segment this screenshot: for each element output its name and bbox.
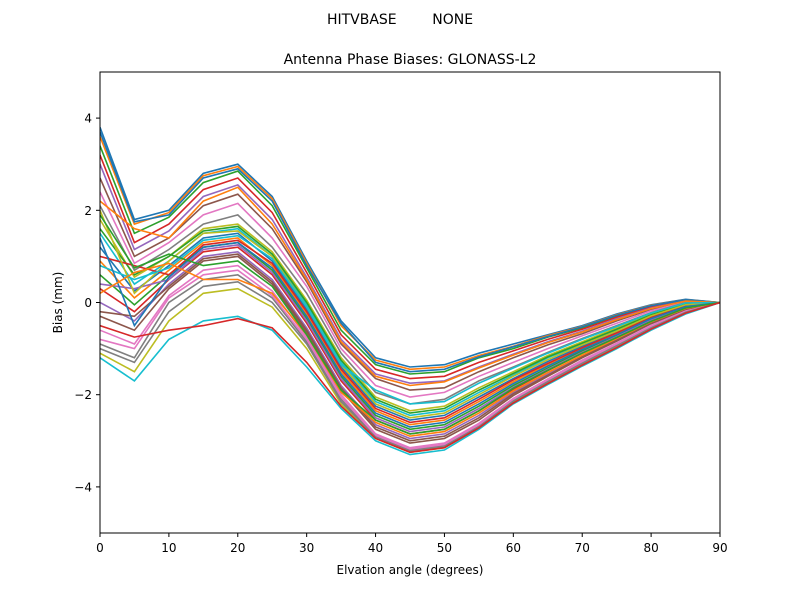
x-tick-label-3: 30 [299, 541, 314, 555]
y-axis-label: Bias (mm) [51, 272, 65, 334]
series-line-27 [100, 280, 720, 452]
series-line-10 [100, 232, 720, 421]
y-tick-label-1: −2 [74, 388, 92, 402]
y-tick-label-2: 0 [84, 296, 92, 310]
series-line-21 [100, 186, 720, 387]
x-tick-label-9: 90 [712, 541, 727, 555]
x-axis-ticks: 0 10 20 30 40 50 60 70 80 90 [96, 533, 728, 555]
series-line-11 [100, 237, 720, 426]
y-tick-label-4: 4 [84, 112, 92, 126]
series-line-15 [100, 255, 720, 444]
series-line-16 [100, 264, 720, 449]
series-line-24 [100, 244, 720, 433]
chart-title: Antenna Phase Biases: GLONASS-L2 [284, 52, 537, 68]
series-line-30 [100, 237, 720, 428]
figure-suptitle: HITVBASE NONE [327, 12, 473, 28]
series-line-29 [100, 234, 720, 405]
series-line-6 [100, 191, 720, 398]
series-line-4 [100, 163, 720, 385]
x-tick-label-6: 60 [506, 541, 521, 555]
series-line-0 [100, 127, 720, 368]
series-line-22 [100, 225, 720, 414]
series-line-3 [100, 154, 720, 380]
x-tick-label-5: 50 [437, 541, 452, 555]
series-line-5 [100, 177, 720, 391]
series-line-25 [100, 253, 720, 442]
x-tick-label-0: 0 [96, 541, 104, 555]
series-line-20 [100, 131, 720, 373]
x-tick-label-1: 10 [161, 541, 176, 555]
series-line-31 [100, 262, 720, 438]
x-tick-label-7: 70 [575, 541, 590, 555]
series-line-2 [100, 145, 720, 375]
series-line-33 [100, 301, 720, 454]
x-tick-label-8: 80 [643, 541, 658, 555]
series-line-26 [100, 269, 720, 450]
series-line-8 [100, 219, 720, 412]
x-tick-label-2: 20 [230, 541, 245, 555]
x-tick-label-4: 40 [368, 541, 383, 555]
y-tick-label-0: −4 [74, 480, 92, 494]
series-line-19 [100, 301, 720, 456]
series-line-23 [100, 239, 720, 424]
series-layer [100, 127, 720, 456]
series-line-28 [100, 209, 720, 419]
x-axis-label: Elvation angle (degrees) [337, 563, 484, 577]
y-tick-label-3: 2 [84, 204, 92, 218]
series-line-32 [100, 214, 720, 435]
y-axis-ticks: −4 −2 0 2 4 [74, 112, 100, 494]
series-line-14 [100, 250, 720, 440]
